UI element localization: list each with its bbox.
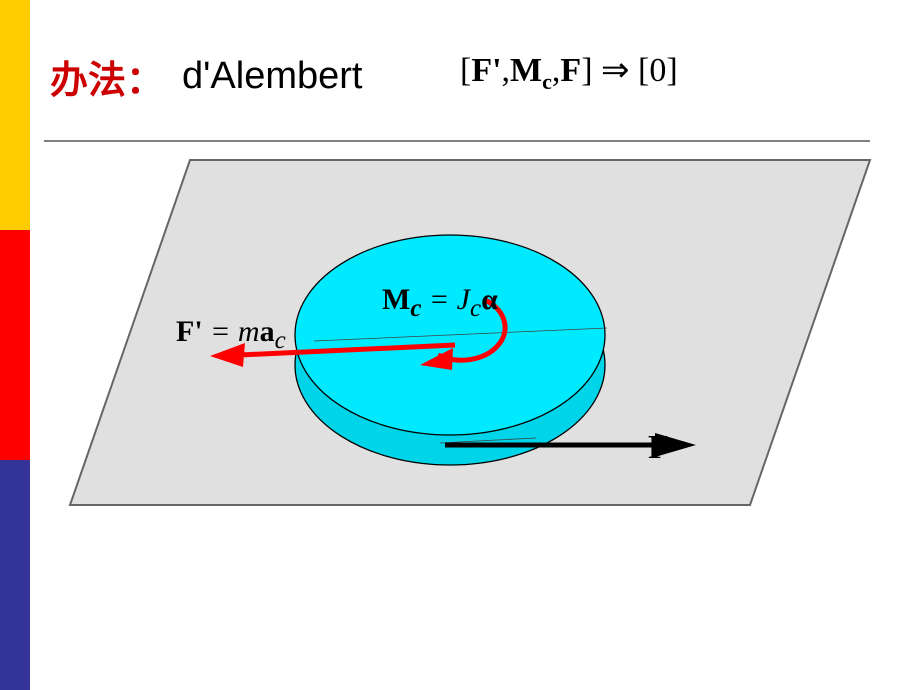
label-Mc: Mc = Jcα xyxy=(382,283,498,323)
title-zh: 办法： xyxy=(50,49,164,104)
title-equation: [F',Mc,F] ⇒ [0] xyxy=(460,50,678,95)
sidebar-stripe-mid xyxy=(0,230,30,460)
label-Fprime: F' = mac xyxy=(176,315,286,355)
diagram-area: F' = mac Mc = Jcα F xyxy=(60,155,880,525)
horizontal-rule xyxy=(44,140,870,142)
sidebar-stripe-top xyxy=(0,0,30,230)
label-F: F xyxy=(648,429,669,467)
title-en: d'Alembert xyxy=(182,55,362,98)
sidebar-stripe-bot xyxy=(0,460,30,690)
sidebar-stripes xyxy=(0,0,30,690)
